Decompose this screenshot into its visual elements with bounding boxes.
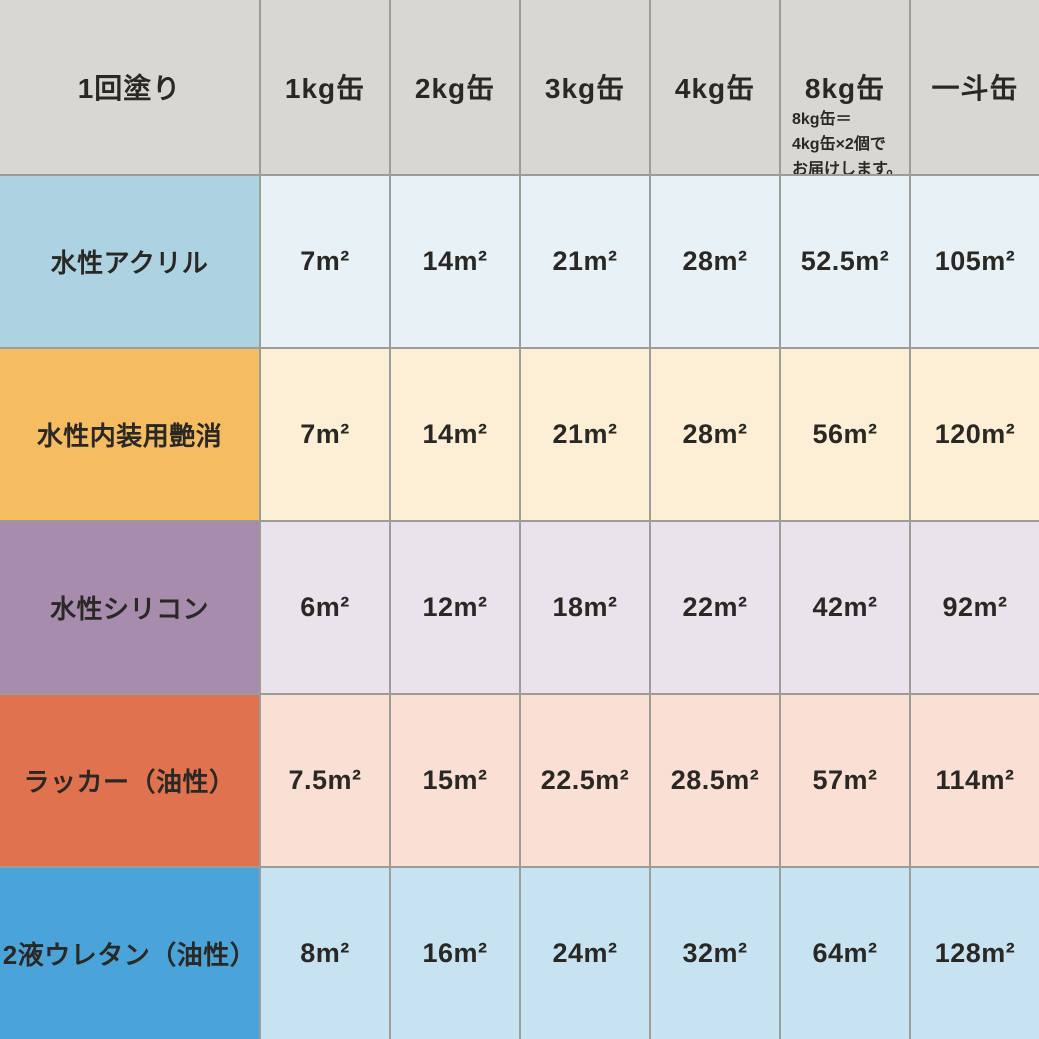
value-cell: 28m²	[651, 176, 779, 347]
value-cell: 6m²	[261, 522, 389, 693]
header-8kg-note: 8kg缶＝ 4kg缶×2個で お届けします。	[792, 108, 902, 174]
value-cell: 32m²	[651, 868, 779, 1039]
value-cell: 16m²	[391, 868, 519, 1039]
value-cell: 12m²	[391, 522, 519, 693]
value-cell: 57m²	[781, 695, 909, 866]
value-cell: 15m²	[391, 695, 519, 866]
header-label-itto: 一斗缶	[931, 73, 1019, 104]
header-cell-8kg: 8kg缶 8kg缶＝ 4kg缶×2個で お届けします。	[781, 0, 909, 174]
value-cell: 56m²	[781, 349, 909, 520]
row-label-lacquer: ラッカー（油性）	[0, 695, 259, 866]
header-cell-first-coat: 1回塗り	[0, 0, 259, 174]
header-label-first-coat: 1回塗り	[77, 73, 182, 104]
header-label-2kg: 2kg缶	[414, 73, 496, 104]
header-label-1kg: 1kg缶	[284, 73, 366, 104]
value-cell: 120m²	[911, 349, 1039, 520]
value-cell: 28m²	[651, 349, 779, 520]
row-label-acrylic: 水性アクリル	[0, 176, 259, 347]
value-cell: 105m²	[911, 176, 1039, 347]
row-label-silicone: 水性シリコン	[0, 522, 259, 693]
row-label-interior-matte: 水性内装用艶消	[0, 349, 259, 520]
value-cell: 22.5m²	[521, 695, 649, 866]
value-cell: 7m²	[261, 176, 389, 347]
value-cell: 42m²	[781, 522, 909, 693]
note-line-3: お届けします。	[792, 160, 903, 174]
value-cell: 7.5m²	[261, 695, 389, 866]
value-cell: 21m²	[521, 349, 649, 520]
value-cell: 8m²	[261, 868, 389, 1039]
value-cell: 64m²	[781, 868, 909, 1039]
value-cell: 22m²	[651, 522, 779, 693]
value-cell: 14m²	[391, 176, 519, 347]
value-cell: 114m²	[911, 695, 1039, 866]
value-cell: 21m²	[521, 176, 649, 347]
header-cell-4kg: 4kg缶	[651, 0, 779, 174]
header-cell-2kg: 2kg缶	[391, 0, 519, 174]
header-label-8kg: 8kg缶	[804, 73, 886, 104]
note-line-2: 4kg缶×2個で	[792, 135, 886, 153]
header-cell-3kg: 3kg缶	[521, 0, 649, 174]
value-cell: 28.5m²	[651, 695, 779, 866]
value-cell: 52.5m²	[781, 176, 909, 347]
header-cell-1kg: 1kg缶	[261, 0, 389, 174]
value-cell: 18m²	[521, 522, 649, 693]
value-cell: 24m²	[521, 868, 649, 1039]
value-cell: 128m²	[911, 868, 1039, 1039]
note-line-1: 8kg缶＝	[792, 111, 852, 128]
value-cell: 92m²	[911, 522, 1039, 693]
value-cell: 7m²	[261, 349, 389, 520]
row-label-urethane: 2液ウレタン（油性）	[0, 868, 259, 1039]
header-label-4kg: 4kg缶	[674, 73, 756, 104]
header-cell-itto: 一斗缶	[911, 0, 1039, 174]
header-label-3kg: 3kg缶	[544, 73, 626, 104]
value-cell: 14m²	[391, 349, 519, 520]
